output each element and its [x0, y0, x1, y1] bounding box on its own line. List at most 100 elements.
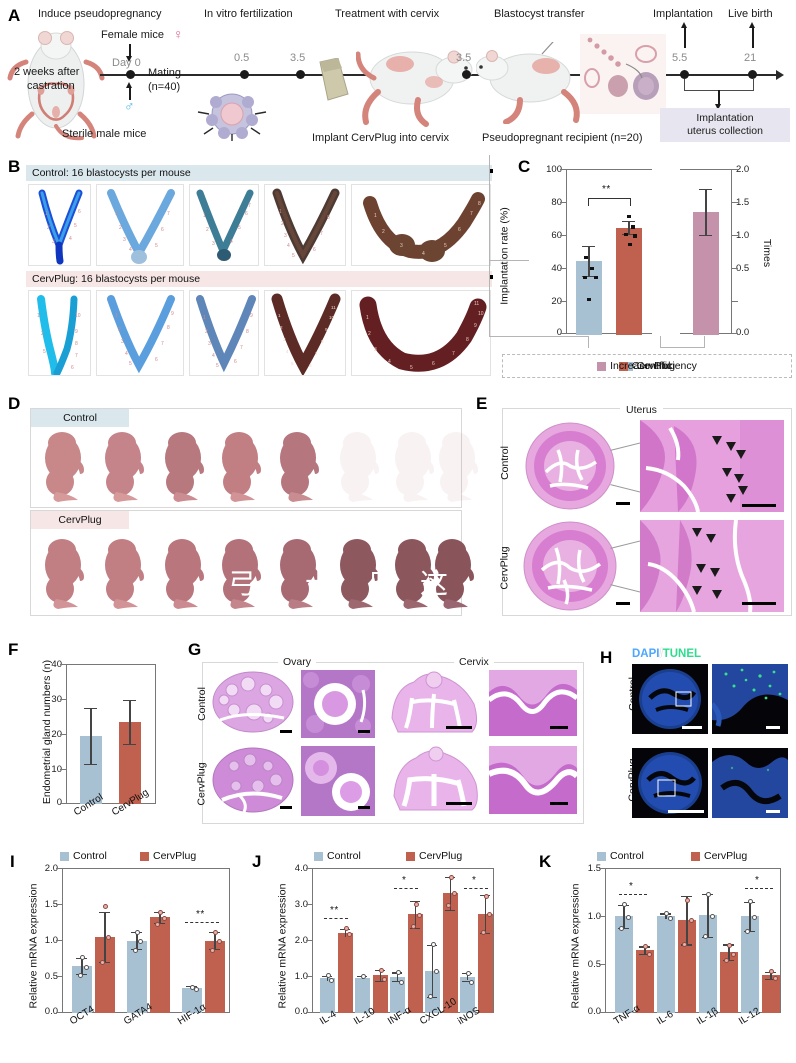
- panel-k-letter: K: [539, 852, 552, 871]
- embryo-transfer-illustration: [580, 34, 666, 114]
- panel-k-sig-tnfa: *: [629, 881, 634, 892]
- panel-c-ytick2-20: 2.0: [736, 164, 750, 175]
- pup-control-3: [165, 432, 204, 502]
- panel-f-ytick-20: 20: [51, 729, 62, 740]
- two-weeks-label: 2 weeks after: [14, 66, 80, 78]
- panel-e-row-control: Control: [498, 446, 511, 480]
- panel-f-axes: [66, 664, 156, 804]
- panel-i-ylabel: Relative mRNA expression: [27, 883, 40, 1009]
- panel-b-cervplug-header: CervPlug: 16 blastocysts per mouse: [26, 271, 492, 287]
- svg-text:4: 4: [129, 247, 132, 253]
- svg-text:3: 3: [121, 339, 124, 345]
- svg-text:2: 2: [119, 225, 122, 231]
- svg-text:2: 2: [280, 325, 283, 330]
- panel-c-ytick2-00: 0.0: [736, 327, 750, 338]
- ovary-cervplug-lowmag: [212, 747, 294, 813]
- panel-k-bar-il6-control: [657, 916, 675, 1013]
- livebirth-up-arrow-icon: [750, 22, 755, 48]
- panel-i-legend-swatch-control: [60, 851, 69, 861]
- sterile-male-label: Sterile male mice: [62, 128, 147, 140]
- pup-cervplug-8: [435, 539, 474, 609]
- timepoint-55: 5.5: [672, 52, 688, 64]
- timepoint-05: 0.5: [234, 52, 250, 64]
- panel-k-legend-label-cervplug: CervPlug: [704, 850, 748, 862]
- pup-cervplug-1: [45, 539, 84, 609]
- legend-label-control: Control: [636, 360, 671, 372]
- svg-text:8: 8: [321, 339, 324, 344]
- panel-j-bar-il4-control: [320, 978, 335, 1013]
- pup-control-6-faded: [340, 432, 379, 502]
- panel-j-sig-inos: *: [472, 875, 477, 886]
- svg-text:6: 6: [78, 209, 81, 215]
- ovary-cervplug-highmag: [301, 746, 375, 816]
- svg-text:9: 9: [325, 327, 328, 332]
- legend-swatch-control: [623, 361, 633, 371]
- panel-a-heading-implantation: Implantation: [653, 8, 713, 20]
- panel-j-ytick-30: 3.0: [294, 899, 308, 910]
- panel-c-legend: Control CervPlug Increase efficiency: [502, 354, 792, 378]
- panel-k-ytick-10: 1.0: [587, 911, 601, 922]
- panel-j-legend-swatch-control: [314, 851, 323, 861]
- panel-i-bar-hif-control: [182, 987, 202, 1013]
- ovary-control-lowmag: [212, 671, 294, 733]
- svg-text:6: 6: [309, 363, 312, 368]
- panel-g-col-ovary: Ovary: [278, 656, 317, 668]
- panel-j-legend-cervplug: CervPlug: [406, 850, 462, 862]
- timepoint-21: 21: [744, 52, 757, 64]
- panel-b: B Control: 16 blastocysts per mouse Cerv…: [0, 155, 500, 390]
- panel-j-bar-cxcl10-cervplug: [443, 893, 458, 1013]
- panel-c-ytick2-10: 1.0: [736, 230, 750, 241]
- tunel-cervplug-highmag: [712, 748, 788, 818]
- mating-label: Mating: [148, 67, 182, 79]
- svg-text:7: 7: [452, 351, 455, 357]
- panel-f-ytick-30: 30: [51, 694, 62, 705]
- legend-item-control: Control: [623, 360, 671, 372]
- panel-i-bar-gata4-cervplug: [150, 917, 170, 1013]
- panel-b-control-header: Control: 16 blastocysts per mouse: [26, 165, 492, 181]
- panel-a-letter: A: [8, 6, 21, 25]
- svg-text:3: 3: [208, 341, 211, 347]
- panel-f-ytick-10: 10: [51, 764, 62, 775]
- panel-j: J Control CervPlug 4.0 3.0 2.0 1.0 0.0 R…: [240, 842, 505, 1063]
- implantation-up-arrow-icon: [682, 22, 687, 48]
- panel-h-title-tunel: TUNEL: [662, 648, 702, 660]
- svg-text:6: 6: [313, 247, 316, 253]
- svg-text:5: 5: [410, 365, 413, 371]
- svg-text:2: 2: [205, 329, 208, 335]
- watermark-2: 卡: [305, 567, 334, 600]
- panel-k-bar-il1b-control: [699, 915, 717, 1013]
- svg-text:1: 1: [115, 211, 118, 217]
- svg-text:4: 4: [287, 243, 290, 249]
- panel-a-heading-induce: Induce pseudopregnancy: [38, 8, 162, 20]
- panel-i-ytick-05: 0.5: [44, 971, 58, 982]
- panel-k-bar-tnfa-cervplug: [636, 950, 654, 1013]
- panel-i-bar-hif-cervplug: [205, 940, 225, 1013]
- panel-i-ytick-10: 1.0: [44, 935, 58, 946]
- panel-g-row-control: Control: [195, 687, 208, 721]
- panel-k-ylabel: Relative mRNA expression: [569, 883, 582, 1009]
- svg-text:1: 1: [115, 313, 118, 319]
- panel-k-bar-tnfa-control: [615, 916, 633, 1013]
- uterus-image-cervplug-5: 1 2 3 4 5 6 7 8 9 10 11: [351, 290, 491, 376]
- svg-text:10: 10: [75, 313, 81, 319]
- panel-f-ylabel: Endometrial gland numbers (n): [41, 659, 54, 805]
- legend-item-cervplug: CervPlug: [618, 360, 675, 372]
- svg-text:3: 3: [212, 241, 215, 247]
- panel-i-bar-gata4-control: [127, 940, 147, 1013]
- tunel-control-lowmag: [632, 664, 708, 734]
- svg-text:9: 9: [75, 329, 78, 335]
- panel-g-col-cervix: Cervix: [454, 656, 494, 668]
- collection-bracket-left: [684, 79, 686, 91]
- pup-control-7-faded: [395, 432, 434, 502]
- svg-text:9: 9: [250, 313, 253, 319]
- svg-text:3: 3: [283, 337, 286, 342]
- female-symbol-icon: ♀: [173, 26, 184, 42]
- implant-cervplug-caption: Implant CervPlug into cervix: [312, 132, 449, 144]
- pup-cervplug-3: [165, 539, 204, 609]
- panel-j-sig-il4: **: [330, 905, 339, 916]
- panel-d: D Control CervPlug 弓 卡 吗 这: [0, 392, 478, 624]
- legend-swatch-cervplug: [618, 361, 628, 371]
- panel-i-ytick-15: 1.5: [44, 899, 58, 910]
- panel-d-control-label: Control: [31, 409, 129, 427]
